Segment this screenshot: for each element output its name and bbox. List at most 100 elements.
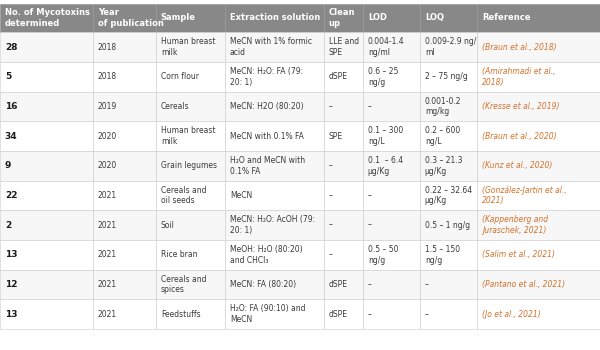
Bar (156, 270, 225, 299)
Text: 28: 28 (5, 43, 17, 51)
Bar (324, 32, 363, 62)
Text: Grain legumes: Grain legumes (161, 161, 217, 170)
Bar (363, 181, 420, 210)
Text: (Braun et al., 2018): (Braun et al., 2018) (482, 43, 556, 51)
Bar (225, 62, 324, 92)
Bar (477, 121, 600, 151)
Text: (Salim et al., 2021): (Salim et al., 2021) (482, 250, 555, 259)
Bar (225, 92, 324, 121)
Bar (156, 121, 225, 151)
Text: 0.1  – 6.4
μg/Kg: 0.1 – 6.4 μg/Kg (368, 156, 403, 176)
Text: 0.1 – 300
ng/L: 0.1 – 300 ng/L (368, 126, 403, 146)
Text: Feedstuffs: Feedstuffs (161, 310, 200, 318)
Bar (156, 32, 225, 62)
Bar (156, 210, 225, 240)
Text: –: – (368, 102, 371, 111)
Bar (324, 4, 363, 32)
Bar (420, 4, 477, 32)
Text: 13: 13 (5, 250, 17, 259)
Bar (156, 4, 225, 32)
Bar (0, 181, 93, 210)
Text: Corn flour: Corn flour (161, 72, 199, 81)
Text: 2020: 2020 (98, 132, 117, 141)
Bar (156, 299, 225, 329)
Text: 2: 2 (5, 220, 11, 230)
Bar (477, 151, 600, 181)
Bar (225, 240, 324, 270)
Bar (420, 240, 477, 270)
Text: 0.2 – 600
ng/L: 0.2 – 600 ng/L (425, 126, 460, 146)
Bar (324, 92, 363, 121)
Text: Cereals: Cereals (161, 102, 190, 111)
Text: LLE and
SPE: LLE and SPE (329, 37, 359, 57)
Bar (225, 210, 324, 240)
Text: Reference: Reference (482, 13, 530, 22)
Text: 2021: 2021 (98, 310, 117, 318)
Bar (324, 121, 363, 151)
Text: Soil: Soil (161, 220, 175, 230)
Bar (225, 181, 324, 210)
Text: 0.001-0.2
mg/kg: 0.001-0.2 mg/kg (425, 97, 461, 116)
Text: 0.5 – 50
ng/g: 0.5 – 50 ng/g (368, 245, 398, 265)
Text: 34: 34 (5, 132, 17, 141)
Bar (0, 4, 93, 32)
Bar (420, 32, 477, 62)
Text: 2018: 2018 (98, 43, 117, 51)
Text: –: – (329, 102, 332, 111)
Bar (420, 299, 477, 329)
Text: (Jo et al., 2021): (Jo et al., 2021) (482, 310, 541, 318)
Bar (225, 270, 324, 299)
Bar (324, 270, 363, 299)
Text: 2018: 2018 (98, 72, 117, 81)
Text: 0.009-2.9 ng/
ml: 0.009-2.9 ng/ ml (425, 37, 476, 57)
Text: 1.5 – 150
ng/g: 1.5 – 150 ng/g (425, 245, 460, 265)
Text: Human breast
milk: Human breast milk (161, 126, 215, 146)
Bar (93, 62, 156, 92)
Bar (0, 92, 93, 121)
Bar (93, 4, 156, 32)
Text: (Amirahmadi et al.,
2018): (Amirahmadi et al., 2018) (482, 67, 555, 86)
Bar (156, 92, 225, 121)
Text: –: – (368, 280, 371, 289)
Bar (477, 92, 600, 121)
Bar (363, 151, 420, 181)
Bar (225, 151, 324, 181)
Bar (0, 270, 93, 299)
Text: 0.22 – 32.64
μg/Kg: 0.22 – 32.64 μg/Kg (425, 186, 472, 205)
Bar (156, 181, 225, 210)
Text: MeCN: H₂O: AcOH (79:
20: 1): MeCN: H₂O: AcOH (79: 20: 1) (230, 215, 315, 235)
Bar (363, 62, 420, 92)
Text: 13: 13 (5, 310, 17, 318)
Text: 2021: 2021 (98, 220, 117, 230)
Text: –: – (368, 310, 371, 318)
Bar (477, 62, 600, 92)
Text: H₂O and MeCN with
0.1% FA: H₂O and MeCN with 0.1% FA (230, 156, 305, 176)
Text: –: – (329, 191, 332, 200)
Bar (420, 62, 477, 92)
Text: MeCN: H2O (80:20): MeCN: H2O (80:20) (230, 102, 304, 111)
Bar (363, 270, 420, 299)
Bar (477, 270, 600, 299)
Bar (420, 270, 477, 299)
Bar (420, 210, 477, 240)
Text: 2 – 75 ng/g: 2 – 75 ng/g (425, 72, 467, 81)
Text: Sample: Sample (161, 13, 196, 22)
Text: 5: 5 (5, 72, 11, 81)
Bar (420, 181, 477, 210)
Bar (0, 240, 93, 270)
Text: Clean
up: Clean up (329, 8, 355, 28)
Bar (477, 4, 600, 32)
Text: 2021: 2021 (98, 280, 117, 289)
Bar (225, 121, 324, 151)
Text: H₂O: FA (90:10) and
MeCN: H₂O: FA (90:10) and MeCN (230, 304, 305, 324)
Bar (324, 210, 363, 240)
Text: 0.6 – 25
ng/g: 0.6 – 25 ng/g (368, 67, 398, 86)
Bar (0, 32, 93, 62)
Bar (363, 210, 420, 240)
Text: (Braun et al., 2020): (Braun et al., 2020) (482, 132, 556, 141)
Bar (363, 240, 420, 270)
Bar (93, 270, 156, 299)
Bar (363, 299, 420, 329)
Bar (363, 32, 420, 62)
Bar (225, 299, 324, 329)
